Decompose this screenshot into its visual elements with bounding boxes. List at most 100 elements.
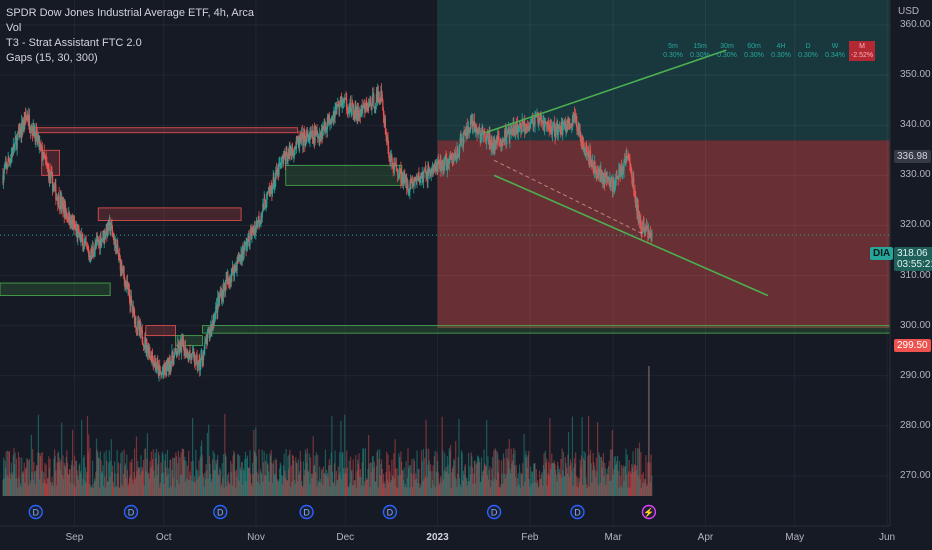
volume-bar <box>126 454 128 496</box>
candle-body <box>373 106 376 108</box>
dividend-marker[interactable]: D <box>299 504 314 520</box>
candle-body <box>268 187 270 193</box>
volume-bar <box>449 450 451 496</box>
candle-body <box>15 138 18 149</box>
currency-label[interactable]: USD <box>898 6 920 17</box>
volume-bar <box>262 462 265 496</box>
volume-bar <box>489 487 492 496</box>
candle-body <box>522 120 524 122</box>
candle-body <box>151 355 153 362</box>
symbol-title[interactable]: SPDR Dow Jones Industrial Average ETF, 4… <box>6 7 255 19</box>
volume-bar <box>473 473 475 496</box>
candle-body <box>340 95 342 101</box>
dividend-marker[interactable]: D <box>213 504 228 520</box>
candle-body <box>310 131 312 135</box>
volume-bar <box>462 480 464 496</box>
dividend-marker[interactable]: D <box>123 504 139 520</box>
candle-body <box>117 244 119 254</box>
candle-body <box>577 129 579 132</box>
volume-bar <box>544 450 546 496</box>
candle-body <box>254 228 256 234</box>
volume-bar <box>611 449 613 496</box>
candle-body <box>144 337 146 346</box>
volume-bar <box>198 460 200 496</box>
volume-bar <box>549 469 552 496</box>
volume-bar <box>259 484 261 496</box>
candle-body <box>610 182 612 187</box>
volume-bar <box>373 468 375 496</box>
volume-bar <box>54 455 56 496</box>
volume-bar <box>55 485 58 496</box>
candle-body <box>13 144 16 150</box>
y-tick-label: 350.00 <box>900 69 931 81</box>
candle-body <box>498 141 501 143</box>
candle-body <box>170 362 172 369</box>
dividend-marker[interactable]: D <box>382 504 398 520</box>
candle-body <box>444 158 446 166</box>
candle-body <box>222 291 224 296</box>
marker-circle <box>641 504 657 520</box>
candle-body <box>102 230 104 239</box>
candle-body <box>544 123 546 131</box>
volume-bar <box>448 474 450 496</box>
candle-body <box>398 174 400 179</box>
candle-body <box>209 332 211 335</box>
volume-bar <box>102 486 105 496</box>
x-tick-label: Oct <box>155 532 172 543</box>
volume-bar <box>386 479 388 496</box>
volume-bar <box>152 449 154 496</box>
volume-bar <box>82 457 85 496</box>
volume-bar <box>340 420 342 496</box>
candle-body <box>649 233 652 236</box>
volume-bar <box>575 452 577 496</box>
trendline <box>493 174 769 297</box>
volume-bar <box>228 483 230 496</box>
candle-body <box>484 130 486 138</box>
volume-bar <box>195 449 197 496</box>
candle-body <box>255 226 257 234</box>
candle-body <box>547 122 549 125</box>
candle-body <box>165 363 167 372</box>
dividend-marker[interactable]: D <box>570 504 585 520</box>
volume-bar <box>320 482 322 496</box>
volume-bar <box>158 455 160 496</box>
volume-bar <box>396 468 398 496</box>
volume-bar <box>337 466 339 496</box>
volume-bar <box>588 486 590 496</box>
volume-bar <box>640 452 642 496</box>
candle-body <box>529 123 532 129</box>
strat-indicator-label[interactable]: T3 - Strat Assistant FTC 2.0 <box>6 37 142 49</box>
dividend-marker[interactable]: D <box>486 504 502 520</box>
volume-bar <box>332 482 334 496</box>
candle-body <box>587 154 590 158</box>
volume-bar <box>359 476 361 496</box>
volume-bar <box>365 479 367 496</box>
candle-body <box>302 133 305 146</box>
volume-bar <box>20 486 22 496</box>
split-marker[interactable]: ⚡ <box>641 504 657 520</box>
volume-bar <box>250 473 252 496</box>
volume-bar <box>40 453 42 496</box>
volume-bar <box>375 466 377 496</box>
volume-bar <box>411 459 413 496</box>
candle-body <box>507 128 509 135</box>
volume-bar <box>134 479 136 496</box>
volume-bar <box>515 465 517 496</box>
candle-body <box>4 167 6 170</box>
candle-body <box>121 260 123 271</box>
candle-body <box>554 130 556 137</box>
volume-bar <box>185 460 187 496</box>
volume-bar <box>341 453 343 496</box>
candle-body <box>399 168 401 175</box>
candle-body <box>598 173 600 177</box>
candle-body <box>348 109 350 113</box>
candle-body <box>359 110 361 117</box>
candle-body <box>319 135 321 143</box>
candle-body <box>139 324 141 331</box>
volume-bar <box>301 485 303 496</box>
gaps-indicator-label[interactable]: Gaps (15, 30, 300) <box>6 52 98 64</box>
dividend-marker[interactable]: D <box>28 504 43 520</box>
volume-indicator-label[interactable]: Vol <box>6 22 22 34</box>
volume-bar <box>27 484 29 496</box>
